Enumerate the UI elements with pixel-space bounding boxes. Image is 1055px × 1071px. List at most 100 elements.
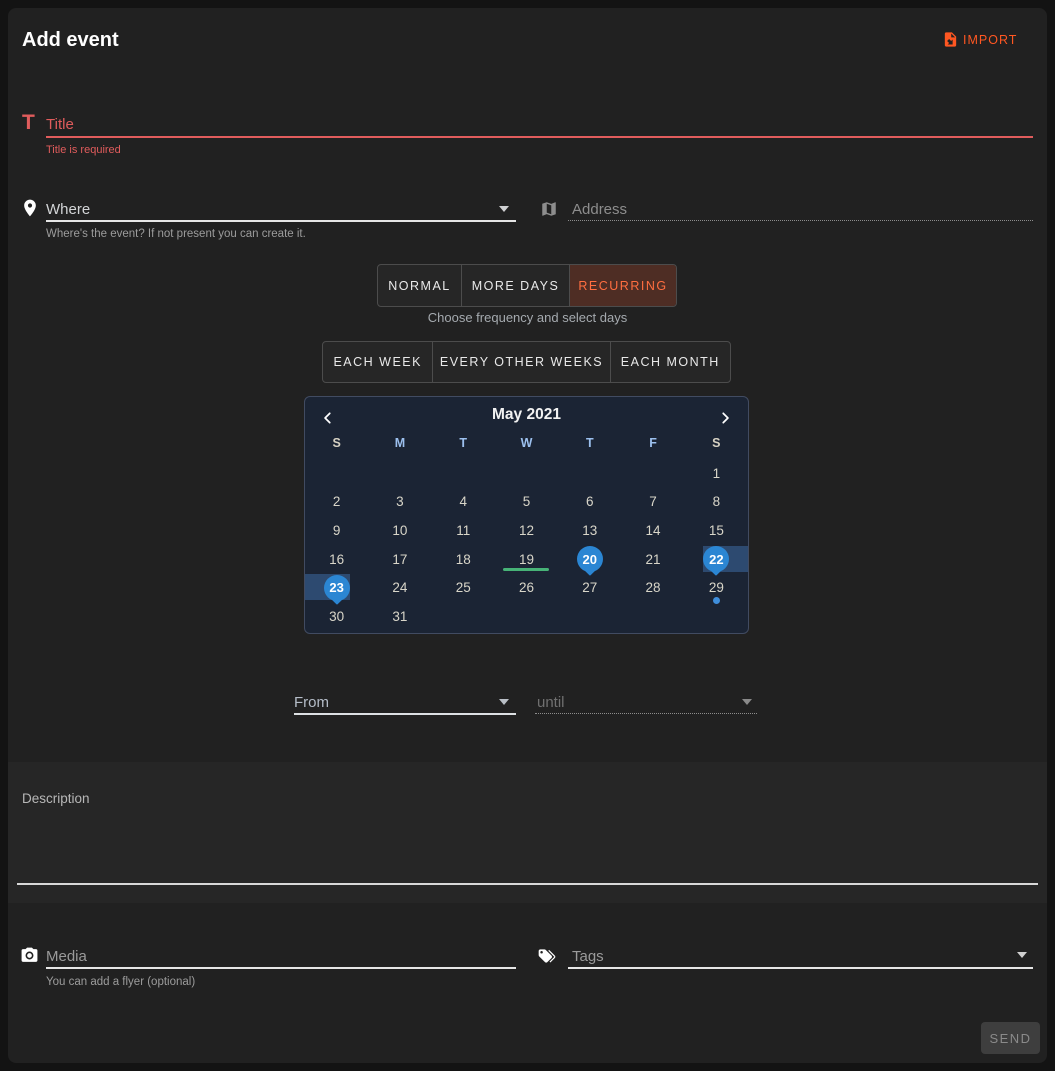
calendar-day-28[interactable]: 28 bbox=[621, 573, 684, 602]
address-input[interactable]: Address bbox=[572, 201, 628, 218]
calendar-day-13[interactable]: 13 bbox=[558, 516, 621, 545]
day-number: 2 bbox=[332, 494, 341, 510]
calendar-day-30[interactable]: 30 bbox=[305, 602, 368, 631]
day-number: 1 bbox=[712, 465, 721, 481]
calendar-day-22[interactable]: 22 bbox=[685, 545, 748, 574]
format-title-icon: T bbox=[22, 111, 35, 134]
every-other-weeks-button[interactable]: EVERY OTHER WEEKS bbox=[432, 342, 609, 382]
calendar-day-25[interactable]: 25 bbox=[432, 573, 495, 602]
import-button[interactable]: IMPORT bbox=[942, 31, 1017, 48]
day-number: 13 bbox=[582, 522, 598, 538]
chevron-down-icon[interactable] bbox=[742, 699, 752, 705]
calendar-prev-button[interactable] bbox=[315, 405, 341, 431]
calendar-day-5[interactable]: 5 bbox=[495, 488, 558, 517]
calendar-month-title: May 2021 bbox=[492, 406, 561, 423]
calendar-day-7[interactable]: 7 bbox=[621, 488, 684, 517]
calendar-day-12[interactable]: 12 bbox=[495, 516, 558, 545]
description-label: Description bbox=[22, 791, 90, 806]
calendar-day-23[interactable]: 23 bbox=[305, 573, 368, 602]
calendar-next-button[interactable] bbox=[712, 405, 738, 431]
calendar-day-16[interactable]: 16 bbox=[305, 545, 368, 574]
calendar-day-10[interactable]: 10 bbox=[368, 516, 431, 545]
tags-icon bbox=[537, 946, 557, 971]
tab-recurring[interactable]: RECURRING bbox=[569, 265, 676, 306]
import-label: IMPORT bbox=[963, 32, 1018, 47]
calendar-day-29[interactable]: 29 bbox=[685, 573, 748, 605]
calendar-day-4[interactable]: 4 bbox=[432, 488, 495, 517]
calendar-day-3[interactable]: 3 bbox=[368, 488, 431, 517]
calendar-week-row: 30 31 bbox=[305, 602, 748, 631]
calendar-day-18[interactable]: 18 bbox=[432, 545, 495, 574]
calendar-grid: 1 2 3 4 5 6 7 8 9 10 11 12 13 14 15 16 17 18 19 20 21 22 23 24 2… bbox=[305, 459, 748, 631]
calendar-empty-cell bbox=[621, 602, 684, 631]
day-number: 31 bbox=[392, 608, 408, 624]
calendar-day-9[interactable]: 9 bbox=[305, 516, 368, 545]
frequency-button-group: EACH WEEK EVERY OTHER WEEKS EACH MONTH bbox=[322, 341, 731, 383]
day-number: 25 bbox=[455, 580, 471, 596]
calendar-day-17[interactable]: 17 bbox=[368, 545, 431, 574]
camera-icon bbox=[20, 946, 39, 970]
calendar-day-6[interactable]: 6 bbox=[558, 488, 621, 517]
calendar-day-14[interactable]: 14 bbox=[621, 516, 684, 545]
event-dot bbox=[712, 597, 720, 605]
media-helper-text: You can add a flyer (optional) bbox=[46, 976, 196, 988]
day-number: 15 bbox=[708, 522, 724, 538]
each-month-button[interactable]: EACH MONTH bbox=[609, 342, 730, 382]
media-input[interactable]: Media bbox=[46, 948, 87, 965]
calendar-day-8[interactable]: 8 bbox=[685, 488, 748, 517]
calendar-day-11[interactable]: 11 bbox=[432, 516, 495, 545]
day-number: 16 bbox=[329, 551, 345, 567]
day-number: 11 bbox=[456, 522, 471, 538]
title-underline bbox=[46, 136, 1033, 138]
tab-normal[interactable]: NORMAL bbox=[388, 278, 451, 293]
calendar-empty-cell bbox=[621, 459, 684, 488]
day-number: 21 bbox=[645, 551, 661, 567]
day-number: 7 bbox=[649, 494, 657, 510]
chevron-down-icon[interactable] bbox=[1017, 952, 1027, 958]
calendar-week-row: 2 3 4 5 6 7 8 bbox=[305, 488, 748, 517]
calendar-day-31[interactable]: 31 bbox=[368, 602, 431, 631]
calendar-day-21[interactable]: 21 bbox=[621, 545, 684, 574]
chevron-down-icon[interactable] bbox=[499, 206, 509, 212]
chevron-right-icon bbox=[718, 411, 732, 425]
where-select[interactable]: Where bbox=[46, 201, 91, 218]
day-number: 10 bbox=[392, 522, 408, 538]
map-icon bbox=[540, 200, 558, 223]
frequency-caption: Choose frequency and select days bbox=[427, 310, 628, 325]
from-time-select[interactable]: From bbox=[294, 694, 329, 711]
calendar-day-15[interactable]: 15 bbox=[685, 516, 748, 545]
description-underline bbox=[17, 883, 1038, 885]
recurrence-tab-group: NORMAL MORE DAYS RECURRING bbox=[377, 264, 677, 307]
description-textarea[interactable] bbox=[8, 762, 1047, 903]
calendar-week-row: 23 24 25 26 27 28 29 bbox=[305, 573, 748, 605]
tags-underline bbox=[568, 967, 1033, 969]
calendar-day-26[interactable]: 26 bbox=[495, 573, 558, 602]
day-number: 9 bbox=[332, 522, 341, 538]
calendar-day-2[interactable]: 2 bbox=[305, 488, 368, 517]
weekday-label: T bbox=[459, 436, 468, 450]
address-underline bbox=[568, 220, 1033, 221]
chevron-down-icon[interactable] bbox=[499, 699, 509, 705]
tags-select[interactable]: Tags bbox=[572, 948, 604, 965]
calendar-day-20[interactable]: 20 bbox=[558, 545, 621, 574]
title-error-message: Title is required bbox=[46, 144, 121, 156]
day-number: 6 bbox=[586, 494, 594, 510]
day-number: 23 bbox=[323, 574, 350, 601]
each-week-button[interactable]: EACH WEEK bbox=[333, 355, 422, 369]
calendar-day-24[interactable]: 24 bbox=[368, 573, 431, 602]
calendar-empty-cell bbox=[432, 459, 495, 488]
title-input[interactable]: Title bbox=[46, 116, 74, 133]
day-number: 22 bbox=[703, 546, 730, 573]
calendar-day-27[interactable]: 27 bbox=[558, 573, 621, 602]
calendar-empty-cell bbox=[495, 459, 558, 488]
send-button[interactable]: SEND bbox=[981, 1022, 1040, 1054]
day-number: 5 bbox=[522, 494, 531, 510]
day-number: 17 bbox=[392, 551, 408, 567]
media-underline bbox=[46, 967, 516, 969]
until-time-select[interactable]: until bbox=[537, 694, 565, 711]
calendar: May 2021 S M T W T F S 1 2 3 4 5 6 7 8 9 10 11 12 13… bbox=[304, 396, 749, 634]
tab-more-days[interactable]: MORE DAYS bbox=[461, 265, 569, 306]
calendar-empty-cell bbox=[305, 459, 368, 488]
calendar-day-19[interactable]: 19 bbox=[495, 545, 558, 574]
calendar-day-1[interactable]: 1 bbox=[685, 459, 748, 488]
